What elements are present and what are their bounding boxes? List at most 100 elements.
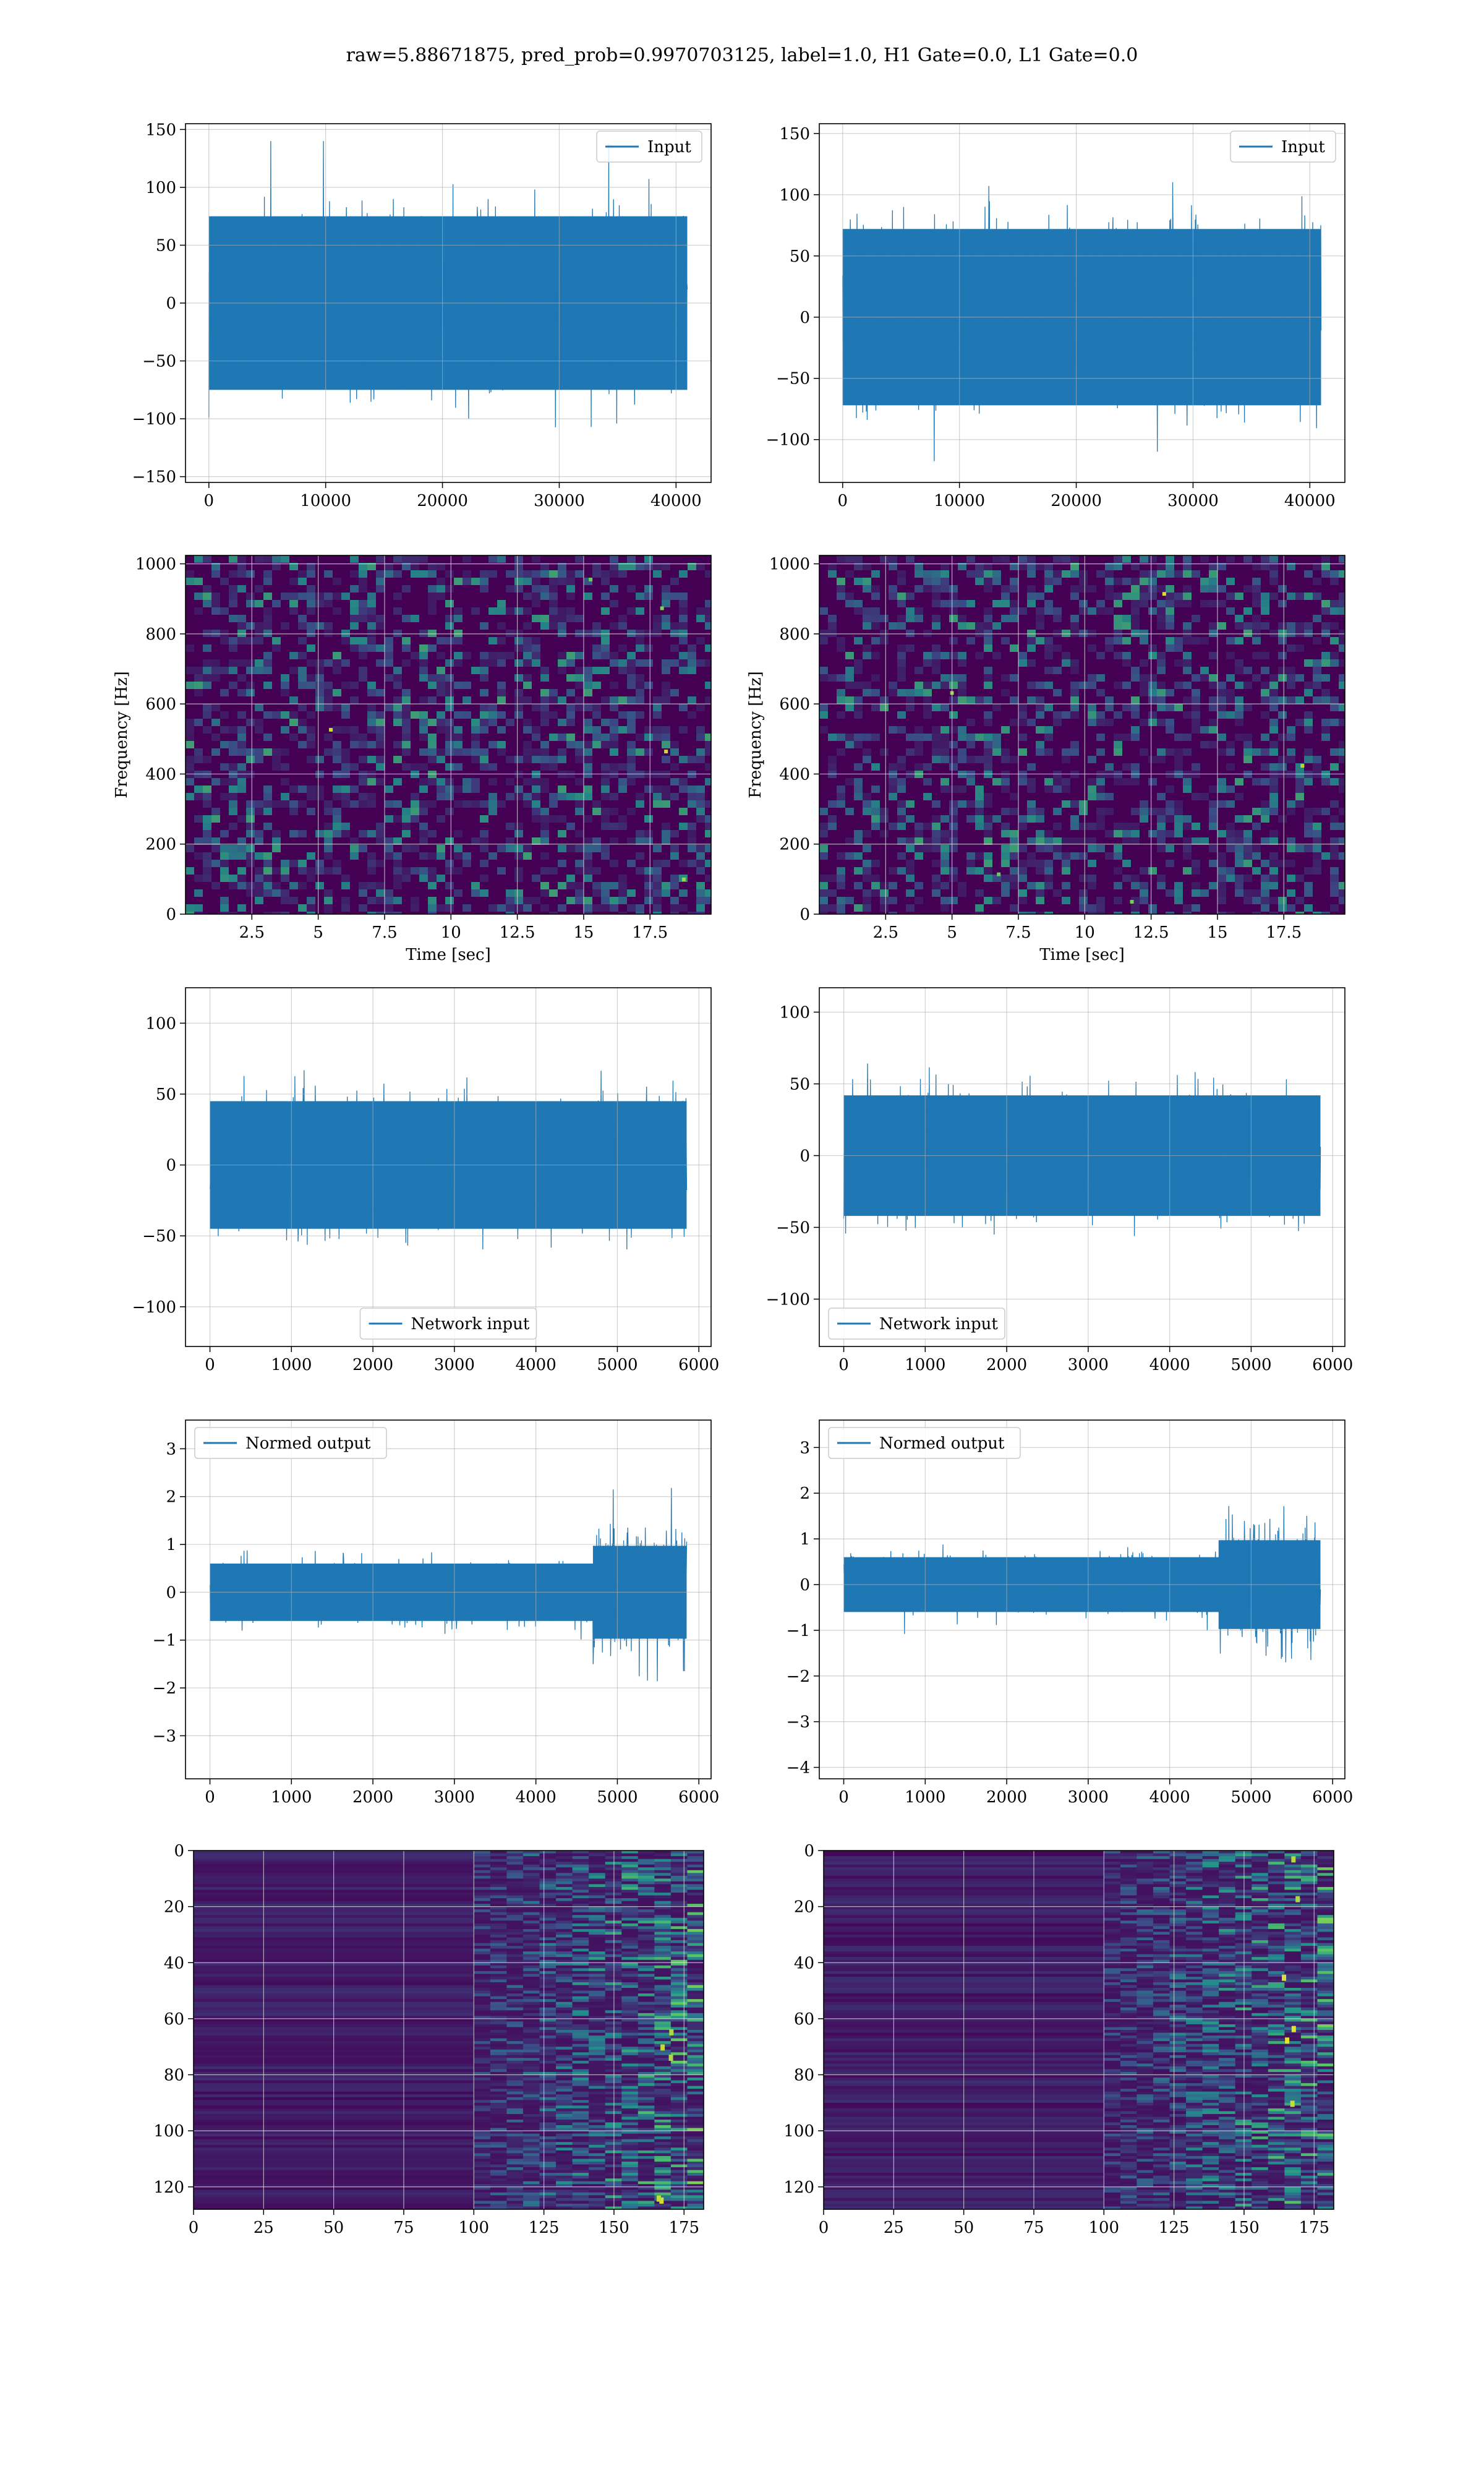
- spectrogram-cell: [1330, 882, 1339, 889]
- spectrogram-cell: [854, 578, 863, 585]
- feature-cell: [506, 1979, 523, 1982]
- spectrogram-cell: [324, 593, 333, 600]
- spectrogram-cell: [1166, 570, 1174, 578]
- spectrogram-cell: [1192, 689, 1200, 696]
- spectrogram-cell: [1157, 667, 1166, 674]
- spectrogram-cell: [220, 845, 229, 852]
- feature-cell: [638, 1977, 655, 1980]
- spectrogram-cell: [696, 800, 705, 808]
- feature-cell: [687, 2193, 704, 2196]
- legend-entry: Normed output: [879, 1434, 1005, 1453]
- feature-cell: [589, 1924, 605, 1927]
- spectrogram-cell: [854, 696, 863, 704]
- feature-cell: [589, 2178, 605, 2181]
- spectrogram-cell: [350, 600, 359, 607]
- spectrogram-cell: [333, 704, 341, 711]
- feature-cell: [556, 2195, 573, 2198]
- spectrogram-cell: [1105, 593, 1114, 600]
- feature-cell: [490, 1971, 507, 1974]
- spectrogram-cell: [203, 793, 211, 800]
- spectrogram-cell: [1053, 607, 1062, 615]
- feature-cell: [621, 2176, 638, 2179]
- spectrogram-cell: [506, 652, 514, 659]
- feature-cell: [638, 1951, 655, 1954]
- spectrogram-cell: [263, 622, 272, 630]
- spectrogram-cell: [1166, 748, 1174, 756]
- feature-cell: [605, 2094, 622, 2097]
- feature-cell: [621, 2050, 638, 2053]
- feature-cell: [573, 2176, 589, 2179]
- feature-cell: [589, 2008, 605, 2011]
- feature-cell: [474, 1977, 490, 1980]
- spectrogram-cell: [324, 734, 333, 741]
- feature-cell: [573, 2055, 589, 2058]
- legend: Input: [1230, 131, 1336, 162]
- spectrogram-cell: [437, 904, 445, 912]
- feature-cell: [539, 1957, 556, 1960]
- spectrogram-cell: [1313, 830, 1321, 837]
- feature-cell: [556, 2024, 573, 2027]
- spectrogram-cell: [454, 741, 463, 748]
- spectrogram-hotspot: [682, 878, 686, 881]
- feature-cell: [654, 2035, 671, 2039]
- spectrogram-cell: [367, 637, 376, 644]
- feature-cell: [490, 1878, 507, 1881]
- x-tick-label: 5: [313, 923, 323, 942]
- spectrogram-cell: [1304, 726, 1313, 734]
- feature-cell: [687, 1991, 704, 1994]
- feature-cell: [506, 1862, 523, 1865]
- feature-cell: [654, 2189, 671, 2193]
- feature-cell: [687, 2027, 704, 2030]
- feature-cell: [573, 2021, 589, 2024]
- feature-cell: [474, 2052, 490, 2055]
- spectrogram-cell: [402, 763, 411, 771]
- spectrogram-cell: [1105, 578, 1114, 585]
- spectrogram-cell: [419, 674, 428, 682]
- spectrogram-cell: [610, 823, 618, 830]
- feature-cell: [474, 1943, 490, 1946]
- feature-cell: [539, 2117, 556, 2120]
- spectrogram-cell: [566, 674, 575, 682]
- feature-cell: [573, 2114, 589, 2117]
- feature-cell: [573, 1907, 589, 1910]
- spectrogram-cell: [186, 682, 194, 689]
- feature-cell: [523, 2100, 540, 2103]
- spectrogram-cell: [923, 689, 932, 696]
- spectrogram-cell: [1166, 808, 1174, 815]
- spectrogram-cell: [863, 578, 871, 585]
- feature-cell: [638, 1982, 655, 1985]
- spectrogram-cell: [1313, 852, 1321, 860]
- feature-cell: [506, 2061, 523, 2064]
- feature-cell: [490, 2027, 507, 2030]
- spectrogram-cell: [324, 904, 333, 912]
- feature-cell: [654, 2114, 671, 2117]
- spectrogram-cell: [402, 808, 411, 815]
- feature-cell: [605, 2159, 622, 2162]
- spectrogram-cell: [1313, 674, 1321, 682]
- feature-cell: [589, 2081, 605, 2084]
- spectrogram-cell: [211, 815, 220, 823]
- feature-cell: [671, 1988, 688, 1991]
- spectrogram-cell: [1261, 555, 1269, 563]
- spectrogram-cell: [419, 659, 428, 667]
- spectrogram-cell: [1148, 652, 1157, 659]
- spectrogram-cell: [454, 889, 463, 897]
- feature-cell: [671, 2024, 688, 2027]
- spectrogram-cell: [411, 555, 419, 563]
- spectrogram-cell: [1131, 808, 1140, 815]
- spectrogram-cell: [670, 875, 679, 882]
- feature-cell: [589, 2069, 605, 2072]
- spectrogram-cell: [984, 667, 992, 674]
- spectrogram-cell: [1122, 875, 1131, 882]
- feature-cell: [490, 2041, 507, 2044]
- spectrogram-cell: [255, 555, 263, 563]
- feature-cell: [621, 1999, 638, 2002]
- feature-cell: [605, 2027, 622, 2030]
- spectrogram-cell: [863, 830, 871, 837]
- feature-cell: [556, 1929, 573, 1932]
- spectrogram-cell: [975, 852, 984, 860]
- spectrogram-cell: [949, 607, 958, 615]
- feature-cell: [506, 1957, 523, 1960]
- spectrogram-cell: [644, 867, 653, 875]
- spectrogram-cell: [1226, 823, 1235, 830]
